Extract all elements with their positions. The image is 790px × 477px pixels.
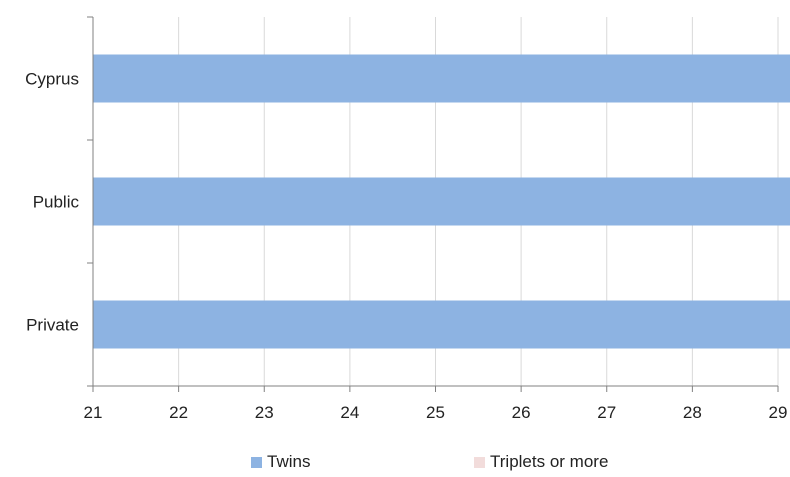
bar-twins-private [93,300,790,349]
x-tick-label-22: 22 [169,403,188,422]
legend: Twins Triplets or more [0,452,790,476]
legend-swatch-triplets [474,456,485,468]
x-tick-label-29: 29 [769,403,788,422]
legend-item-triplets: Triplets or more [474,452,608,472]
stacked-bar-chart: 23.51.723.44.323.60.3 21 22 23 24 25 26 27 28 29… [25,16,790,422]
bar-twins-cyprus [93,54,790,103]
x-tick-label-24: 24 [340,403,359,422]
legend-label-twins: Twins [267,452,311,471]
x-tick-label-28: 28 [683,403,702,422]
axes: 21 22 23 24 25 26 27 28 29 Cyprus Public Private [25,16,788,422]
x-tick-label-27: 27 [597,403,616,422]
x-tick-label-26: 26 [512,403,531,422]
legend-item-twins: Twins [251,452,310,472]
x-tick-label-23: 23 [255,403,274,422]
category-label-private: Private [26,316,79,335]
x-tick-label-21: 21 [84,403,103,422]
bars: 23.51.723.44.323.60.3 [93,54,790,349]
legend-swatch-twins [251,456,262,468]
category-label-cyprus: Cyprus [25,70,79,89]
category-label-public: Public [33,193,80,212]
bar-twins-public [93,177,790,226]
x-tick-label-25: 25 [426,403,445,422]
legend-label-triplets: Triplets or more [490,452,609,471]
